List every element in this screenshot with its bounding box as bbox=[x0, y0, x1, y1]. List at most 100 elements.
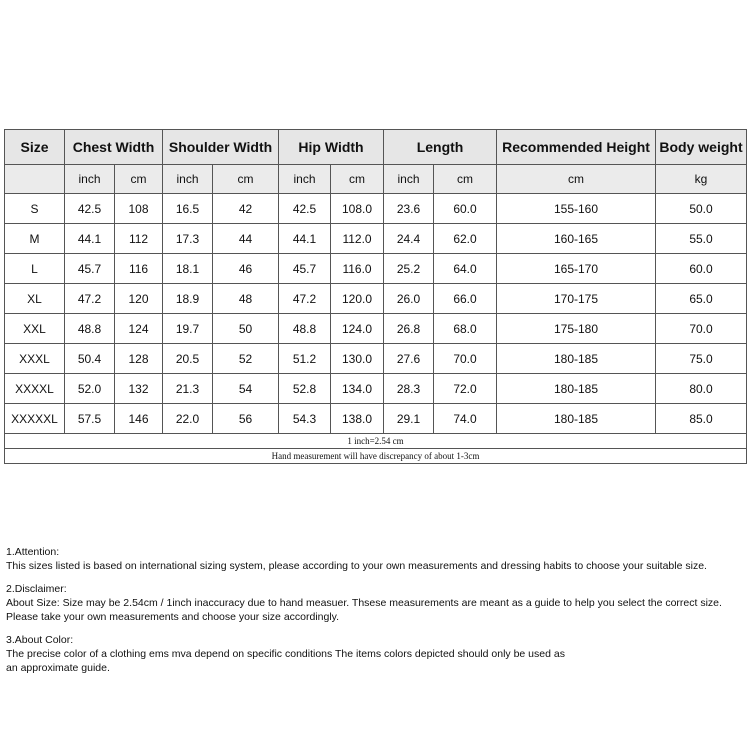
data-cell: 60.0 bbox=[655, 253, 748, 284]
data-cell: 112 bbox=[113, 223, 164, 254]
data-cell: 70.0 bbox=[433, 343, 498, 374]
data-cell: 65.0 bbox=[655, 283, 748, 314]
data-cell: 57.5 bbox=[64, 403, 115, 434]
data-cell: 45.7 bbox=[278, 253, 332, 284]
data-cell: 146 bbox=[113, 403, 164, 434]
header-cell: Length bbox=[383, 129, 498, 165]
data-cell: 42.5 bbox=[64, 193, 115, 224]
data-cell: XXXL bbox=[4, 343, 65, 374]
data-cell: 112.0 bbox=[330, 223, 385, 254]
data-cell: XL bbox=[4, 283, 65, 314]
data-cell: 120.0 bbox=[330, 283, 385, 314]
data-cell: 29.1 bbox=[383, 403, 435, 434]
header-cell: Shoulder Width bbox=[162, 129, 280, 165]
spacer bbox=[6, 573, 722, 582]
data-cell: 128 bbox=[113, 343, 164, 374]
data-cell: 48 bbox=[212, 283, 280, 314]
data-cell: M bbox=[4, 223, 65, 254]
data-cell: XXXXXL bbox=[4, 403, 65, 434]
unit-cell: cm bbox=[330, 164, 385, 194]
note-heading: 3.About Color: bbox=[6, 634, 74, 646]
data-cell: 175-180 bbox=[496, 313, 657, 344]
data-cell: 54.3 bbox=[278, 403, 332, 434]
data-row: XXXL 50.4 128 20.5 52 51.2 130.0 27.6 70.0 180-18… bbox=[4, 343, 748, 374]
header-cell: Body weight bbox=[655, 129, 748, 165]
data-row: M 44.1 112 17.3 44 44.1 112.0 24.4 62.0 160-165 55… bbox=[4, 223, 748, 254]
data-cell: 51.2 bbox=[278, 343, 332, 374]
data-cell: 64.0 bbox=[433, 253, 498, 284]
data-cell: 66.0 bbox=[433, 283, 498, 314]
note-line: The precise color of a clothing ems mva … bbox=[6, 648, 565, 660]
header-cell: Hip Width bbox=[278, 129, 385, 165]
data-cell: 28.3 bbox=[383, 373, 435, 404]
note-line: an approximate guide. bbox=[6, 662, 110, 674]
data-cell: S bbox=[4, 193, 65, 224]
data-cell: 17.3 bbox=[162, 223, 214, 254]
data-cell: 80.0 bbox=[655, 373, 748, 404]
data-cell: 108.0 bbox=[330, 193, 385, 224]
data-cell: 48.8 bbox=[278, 313, 332, 344]
data-cell: 52 bbox=[212, 343, 280, 374]
data-cell: 27.6 bbox=[383, 343, 435, 374]
data-cell: 180-185 bbox=[496, 373, 657, 404]
data-cell: 75.0 bbox=[655, 343, 748, 374]
data-row: L 45.7 116 18.1 46 45.7 116.0 25.2 64.0 165-170 60… bbox=[4, 253, 748, 284]
data-cell: 62.0 bbox=[433, 223, 498, 254]
data-cell: 130.0 bbox=[330, 343, 385, 374]
data-cell: 180-185 bbox=[496, 403, 657, 434]
data-cell: 24.4 bbox=[383, 223, 435, 254]
data-cell: 120 bbox=[113, 283, 164, 314]
data-cell: 22.0 bbox=[162, 403, 214, 434]
data-cell: 50.4 bbox=[64, 343, 115, 374]
data-cell: 134.0 bbox=[330, 373, 385, 404]
unit-cell: inch bbox=[383, 164, 435, 194]
data-cell: 70.0 bbox=[655, 313, 748, 344]
data-cell: 48.8 bbox=[64, 313, 115, 344]
footnote: Hand measurement will have discrepancy o… bbox=[3, 448, 748, 464]
subheader-row: inch cm inch cm inch cm inch cm cm kg bbox=[4, 164, 748, 194]
size-table: Size Chest Width Shoulder Width Hip Width Le… bbox=[3, 129, 748, 464]
data-cell: 18.9 bbox=[162, 283, 214, 314]
data-cell: 25.2 bbox=[383, 253, 435, 284]
data-cell: 180-185 bbox=[496, 343, 657, 374]
data-cell: 74.0 bbox=[433, 403, 498, 434]
data-cell: 85.0 bbox=[655, 403, 748, 434]
data-cell: 26.0 bbox=[383, 283, 435, 314]
empty-cell bbox=[4, 164, 65, 194]
data-cell: 47.2 bbox=[278, 283, 332, 314]
data-row: XXXXL 52.0 132 21.3 54 52.8 134.0 28.3 72.0 180-1… bbox=[4, 373, 748, 404]
data-cell: 46 bbox=[212, 253, 280, 284]
data-cell: 20.5 bbox=[162, 343, 214, 374]
data-cell: 42 bbox=[212, 193, 280, 224]
data-cell: 44 bbox=[212, 223, 280, 254]
data-cell: XXXXL bbox=[4, 373, 65, 404]
data-cell: 116 bbox=[113, 253, 164, 284]
data-cell: 155-160 bbox=[496, 193, 657, 224]
unit-cell: inch bbox=[278, 164, 332, 194]
header-cell: Recommended Height bbox=[496, 129, 657, 165]
data-cell: 116.0 bbox=[330, 253, 385, 284]
note-heading: 2.Disclaimer: bbox=[6, 583, 67, 595]
data-cell: 21.3 bbox=[162, 373, 214, 404]
data-cell: 52.0 bbox=[64, 373, 115, 404]
data-cell: 55.0 bbox=[655, 223, 748, 254]
data-cell: 50 bbox=[212, 313, 280, 344]
unit-cell: cm bbox=[433, 164, 498, 194]
data-cell: 52.8 bbox=[278, 373, 332, 404]
data-cell: 60.0 bbox=[433, 193, 498, 224]
data-cell: 108 bbox=[113, 193, 164, 224]
note-line: About Size: Size may be 2.54cm / 1inch i… bbox=[6, 597, 722, 609]
data-cell: 124 bbox=[113, 313, 164, 344]
data-cell: 138.0 bbox=[330, 403, 385, 434]
data-cell: 42.5 bbox=[278, 193, 332, 224]
data-cell: 47.2 bbox=[64, 283, 115, 314]
data-cell: 72.0 bbox=[433, 373, 498, 404]
data-row: XXXXXL 57.5 146 22.0 56 54.3 138.0 29.1 74.0 180-… bbox=[4, 403, 748, 434]
note-line: This sizes listed is based on internatio… bbox=[6, 560, 707, 572]
data-cell: XXL bbox=[4, 313, 65, 344]
header-cell: Size bbox=[4, 129, 65, 165]
header-cell: Chest Width bbox=[63, 129, 164, 165]
footnote-row: Hand measurement will have discrepancy o… bbox=[3, 448, 748, 464]
unit-cell: inch bbox=[162, 164, 214, 194]
